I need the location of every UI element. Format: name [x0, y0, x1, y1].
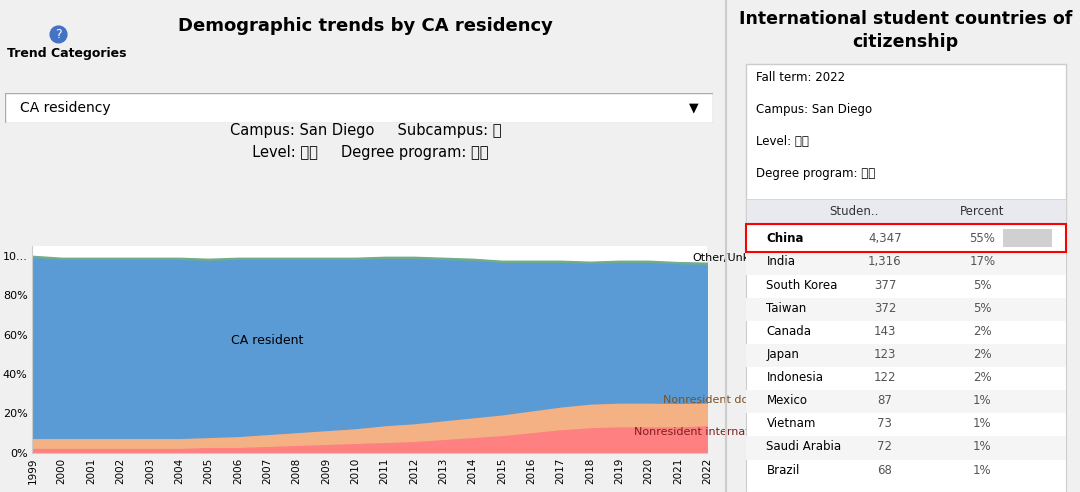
FancyBboxPatch shape — [745, 344, 1066, 367]
Text: 87: 87 — [877, 394, 892, 407]
Text: 372: 372 — [874, 302, 896, 315]
FancyBboxPatch shape — [745, 436, 1066, 460]
Text: Studen..: Studen.. — [828, 205, 878, 218]
FancyBboxPatch shape — [1003, 229, 1052, 247]
Text: Nonresident international: Nonresident international — [634, 427, 777, 437]
FancyBboxPatch shape — [5, 93, 713, 123]
Text: 377: 377 — [874, 278, 896, 292]
Text: CA residency: CA residency — [19, 101, 110, 115]
Text: Trend Categories: Trend Categories — [8, 47, 126, 60]
Text: 1%: 1% — [973, 417, 991, 430]
Text: ?: ? — [55, 28, 62, 41]
Text: Mexico: Mexico — [767, 394, 808, 407]
Text: Saudi Arabia: Saudi Arabia — [767, 440, 841, 454]
FancyBboxPatch shape — [745, 251, 1066, 275]
Text: 2%: 2% — [973, 325, 991, 338]
FancyBboxPatch shape — [745, 390, 1066, 413]
Text: 72: 72 — [877, 440, 892, 454]
Text: Nonresident domestic: Nonresident domestic — [663, 396, 786, 405]
Text: 4,347: 4,347 — [868, 232, 902, 246]
Text: South Korea: South Korea — [767, 278, 838, 292]
Text: 68: 68 — [877, 463, 892, 477]
FancyBboxPatch shape — [745, 214, 1066, 492]
Text: China: China — [767, 232, 804, 246]
Text: 123: 123 — [874, 348, 896, 361]
Text: Percent: Percent — [960, 205, 1004, 218]
Text: Canada: Canada — [767, 325, 811, 338]
Text: Brazil: Brazil — [767, 463, 800, 477]
Text: Campus: San Diego: Campus: San Diego — [756, 103, 873, 116]
Text: Indonesia: Indonesia — [767, 371, 823, 384]
Text: 55%: 55% — [970, 232, 996, 246]
FancyBboxPatch shape — [745, 199, 1066, 226]
Text: 143: 143 — [874, 325, 896, 338]
Text: 122: 122 — [874, 371, 896, 384]
Text: Vietnam: Vietnam — [767, 417, 815, 430]
FancyBboxPatch shape — [745, 298, 1066, 321]
Text: Campus: San Diego     Subcampus: 无
  Level: 全部     Degree program: 全部: Campus: San Diego Subcampus: 无 Level: 全部… — [230, 123, 501, 160]
Text: Degree program: 全部: Degree program: 全部 — [756, 167, 875, 180]
Text: 2%: 2% — [973, 371, 991, 384]
Text: Taiwan: Taiwan — [767, 302, 807, 315]
Text: 1%: 1% — [973, 440, 991, 454]
Text: Level: 全部: Level: 全部 — [756, 135, 809, 148]
Text: 5%: 5% — [973, 278, 991, 292]
Text: Japan: Japan — [767, 348, 799, 361]
Text: 2%: 2% — [973, 348, 991, 361]
Text: 1%: 1% — [973, 394, 991, 407]
FancyBboxPatch shape — [745, 224, 1066, 252]
Text: 73: 73 — [877, 417, 892, 430]
FancyBboxPatch shape — [745, 64, 1066, 221]
Text: International student countries of
citizenship: International student countries of citiz… — [739, 10, 1072, 52]
Text: 1%: 1% — [973, 463, 991, 477]
Text: CA resident: CA resident — [231, 335, 303, 347]
Text: Other/Unknown: Other/Unknown — [692, 253, 780, 263]
Text: 5%: 5% — [973, 302, 991, 315]
Text: 17%: 17% — [970, 255, 996, 269]
Text: Fall term: 2022: Fall term: 2022 — [756, 71, 846, 84]
Text: Demographic trends by CA residency: Demographic trends by CA residency — [178, 17, 553, 35]
Text: India: India — [767, 255, 796, 269]
Text: 1,316: 1,316 — [868, 255, 902, 269]
Text: ▼: ▼ — [689, 102, 699, 115]
